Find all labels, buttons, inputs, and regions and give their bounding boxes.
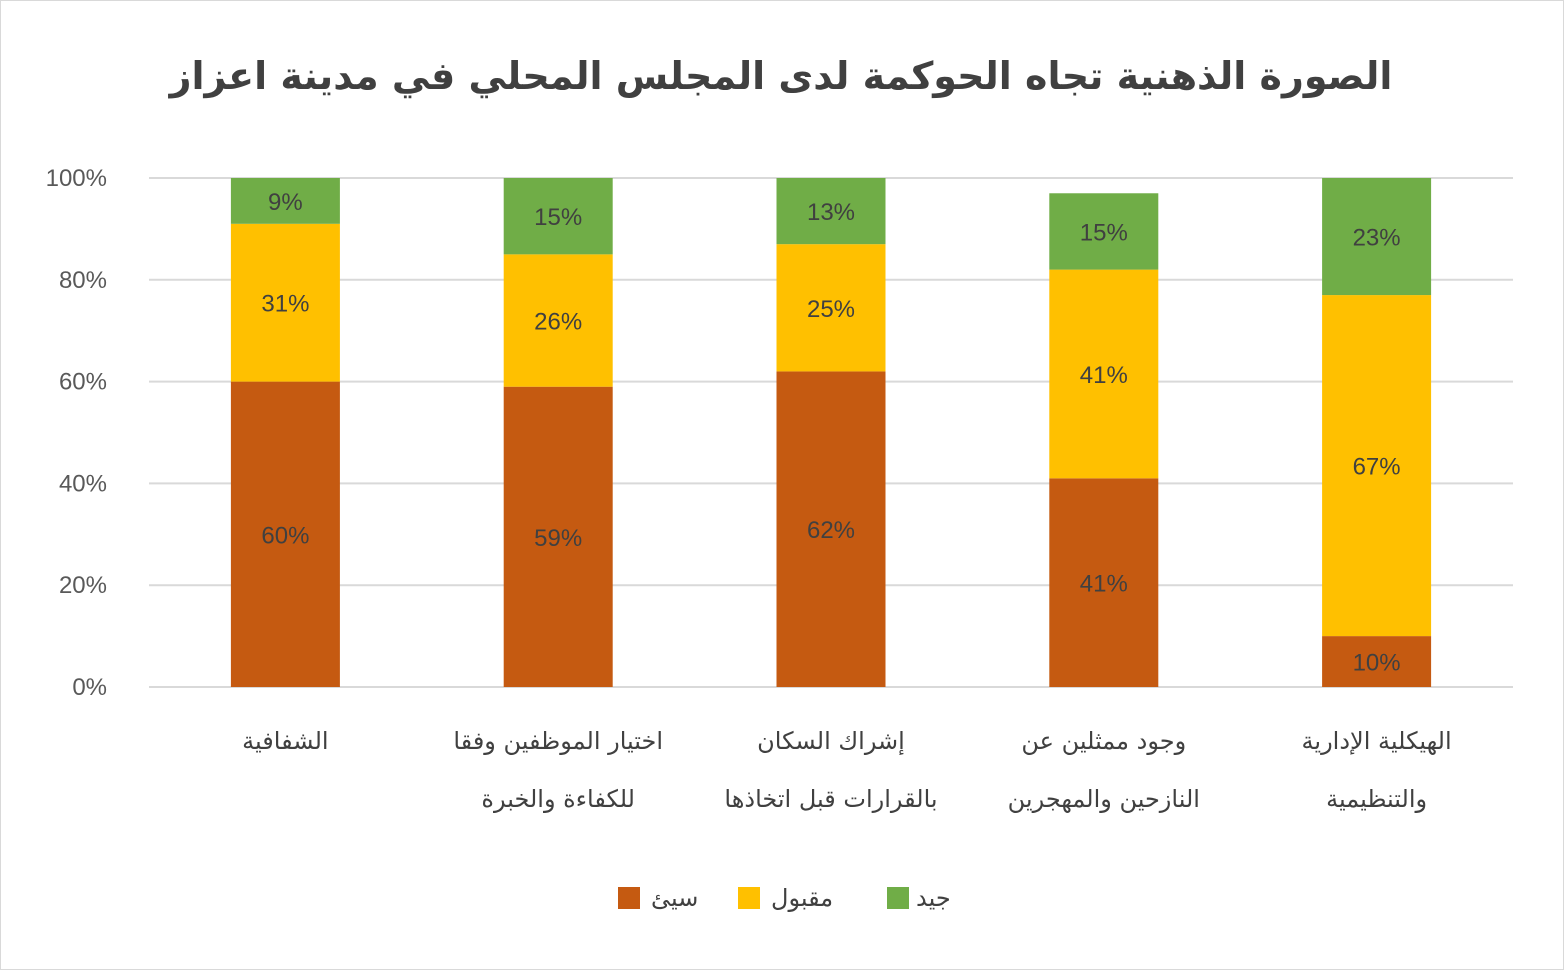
- category-label: وجود ممثلين عن: [1021, 727, 1186, 755]
- data-label: 15%: [534, 204, 582, 231]
- bars: [230, 178, 1432, 687]
- bar-segment: [503, 178, 613, 255]
- category-label: للكفاءة والخبرة: [481, 785, 635, 813]
- y-tick-label: 80%: [59, 267, 107, 294]
- bar-segment: [776, 244, 886, 372]
- y-tick-label: 0%: [72, 674, 107, 701]
- bar-segment: [230, 381, 340, 687]
- legend: جيد مقبول سيئ: [618, 884, 951, 912]
- bar-segment: [1049, 193, 1159, 270]
- bar-segment: [503, 386, 613, 687]
- data-label: 41%: [1080, 571, 1128, 598]
- data-label: 62%: [807, 517, 855, 544]
- legend-label: مقبول: [771, 884, 833, 912]
- bar-segment: [1322, 178, 1432, 296]
- bar-segment: [1322, 295, 1432, 637]
- data-label: 26%: [534, 309, 582, 336]
- bar-segment: [776, 178, 886, 245]
- bar-segment: [230, 178, 340, 224]
- y-tick-label: 60%: [59, 369, 107, 396]
- legend-swatch: [618, 887, 640, 909]
- category-label: النازحين والمهجرين: [1008, 785, 1200, 813]
- y-tick-label: 40%: [59, 470, 107, 497]
- data-label: 25%: [807, 296, 855, 323]
- bar-segment: [1049, 269, 1159, 479]
- category-label: والتنظيمية: [1326, 785, 1427, 813]
- data-label: 59%: [534, 525, 582, 552]
- data-label: 60%: [261, 522, 309, 549]
- legend-label: جيد: [916, 884, 951, 912]
- chart-title: الصورة الذهنية تجاه الحوكمة لدى المجلس ا…: [168, 54, 1393, 98]
- category-label: الهيكلية الإدارية: [1302, 727, 1452, 755]
- y-tick-label: 100%: [46, 165, 107, 192]
- legend-label: سيئ: [651, 884, 698, 912]
- data-label: 23%: [1353, 225, 1401, 252]
- bar-segment: [1322, 636, 1432, 687]
- legend-swatch: [738, 887, 760, 909]
- y-tick-label: 20%: [59, 572, 107, 599]
- data-label: 10%: [1353, 650, 1401, 677]
- bar-segment: [1049, 478, 1159, 687]
- data-label: 31%: [261, 291, 309, 318]
- data-label: 15%: [1080, 219, 1128, 246]
- y-axis-ticks: 0% 20% 40% 60% 80% 100%: [46, 165, 107, 701]
- legend-swatch: [887, 887, 909, 909]
- data-label: 41%: [1080, 362, 1128, 389]
- bar-segment: [503, 254, 613, 387]
- data-label: 13%: [807, 199, 855, 226]
- bar-segment: [230, 223, 340, 382]
- category-label: اختيار الموظفين وفقا: [453, 727, 663, 755]
- category-labels: الشفافية اختيار الموظفين وفقا للكفاءة والخ…: [242, 727, 1451, 813]
- bar-segment: [776, 371, 886, 687]
- category-label: بالقرارات قبل اتخاذها: [724, 785, 937, 813]
- data-label: 67%: [1353, 454, 1401, 481]
- data-labels: 60% 31% 9% 59% 26% 15% 62% 25% 13% 41% 41% 15% 10% 67…: [261, 189, 1400, 677]
- data-label: 9%: [268, 189, 303, 216]
- category-label: الشفافية: [242, 727, 328, 755]
- category-label: إشراك السكان: [757, 727, 905, 756]
